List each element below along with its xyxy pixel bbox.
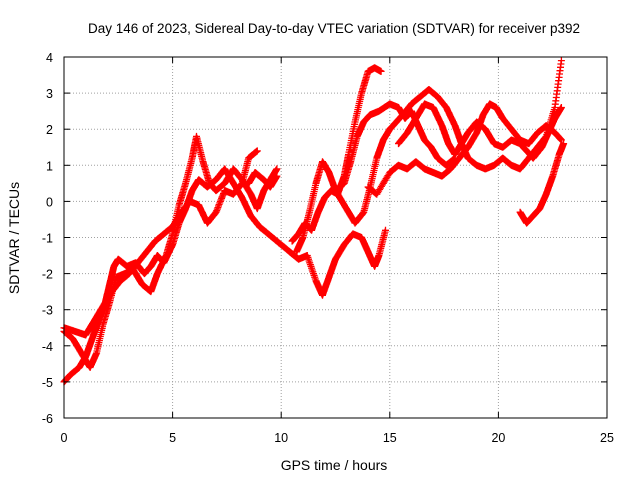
series-sat-track-7: [334, 57, 565, 227]
y-tick-label: 2: [46, 123, 53, 137]
data-point-markers: [516, 140, 568, 227]
series-sat-track-9: [395, 100, 565, 162]
x-tick-label: 0: [61, 431, 68, 445]
series-sat-track-6: [292, 100, 459, 256]
x-axis-label: GPS time / hours: [281, 457, 388, 473]
y-tick-label: 0: [46, 195, 53, 209]
axis-ticks: 0 5 10 15 20 25 -6 -5 -4 -3 -2 -1 0 1 2 3 4: [42, 51, 614, 445]
y-tick-label: -1: [42, 232, 53, 246]
data-point-markers: [245, 169, 281, 191]
x-tick-label: 10: [274, 431, 288, 445]
y-tick-label: -4: [42, 340, 53, 354]
series-sat-track-5: [288, 64, 385, 245]
data-point-markers: [286, 226, 389, 299]
series-sat-track-4: [286, 226, 389, 299]
x-tick-label: 5: [169, 431, 176, 445]
x-tick-label: 25: [600, 431, 614, 445]
series-sat-track-10: [516, 140, 568, 227]
data-point-markers: [334, 57, 565, 227]
y-tick-label: 1: [46, 159, 53, 173]
data-point-markers: [395, 100, 565, 162]
y-tick-label: -5: [42, 376, 53, 390]
plot-frame: [63, 56, 608, 419]
data-point-markers: [288, 64, 385, 245]
chart-title: Day 146 of 2023, Sidereal Day-to-day VTE…: [88, 21, 580, 36]
series-sat-track-8: [364, 100, 565, 198]
y-tick-label: 4: [46, 51, 53, 65]
x-tick-label: 20: [491, 431, 505, 445]
y-tick-label: -6: [42, 412, 53, 426]
y-axis-label: SDTVAR / TECUs: [6, 182, 22, 294]
x-tick-label: 15: [383, 431, 397, 445]
data-point-markers: [292, 100, 459, 256]
series-sat-track-11: [245, 169, 281, 191]
y-tick-label: -2: [42, 268, 53, 282]
y-tick-label: -3: [42, 304, 53, 318]
grid-lines: [64, 57, 607, 418]
data-point-markers: [364, 100, 565, 198]
data-marks: [60, 57, 568, 386]
y-tick-label: 3: [46, 87, 53, 101]
